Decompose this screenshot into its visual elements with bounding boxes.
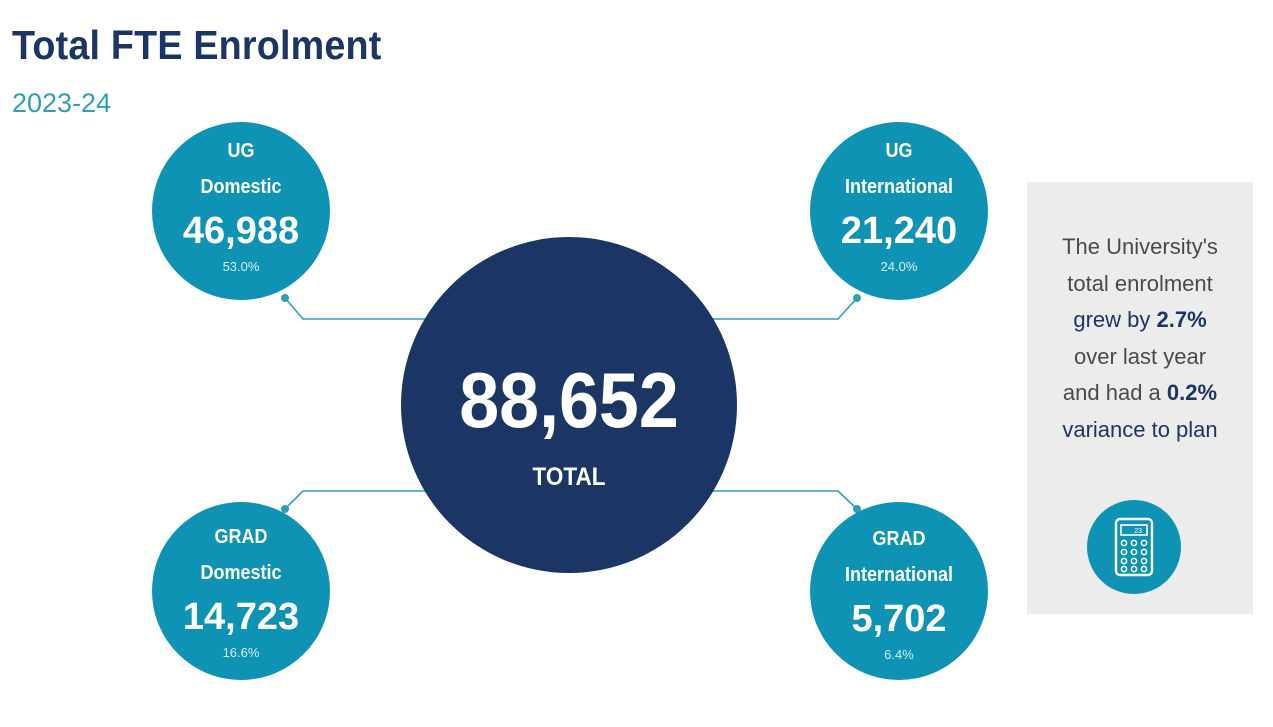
- note-variance-value: 0.2%: [1166, 380, 1218, 405]
- page-title: Total FTE Enrolment: [12, 22, 382, 68]
- bubble-label-level: GRAD: [214, 526, 268, 548]
- note-line: over last year: [1073, 343, 1207, 369]
- bubble-percent: 6.4%: [884, 647, 914, 662]
- note-line: The University's: [1062, 234, 1218, 259]
- bubble-label-type: International: [844, 176, 953, 198]
- bubble-value: 5,702: [851, 598, 947, 640]
- bubble-percent: 24.0%: [880, 259, 918, 274]
- note-line: total enrolment: [1067, 270, 1213, 296]
- bubble-label-type: International: [844, 564, 953, 586]
- bubble-value: 46,988: [182, 210, 300, 252]
- connector-grad-international: [710, 490, 858, 510]
- connector-grad-domestic: [284, 490, 430, 510]
- connector-dot-grad-domestic: [281, 505, 289, 513]
- summary-note-text: The University's total enrolment grew by…: [1027, 229, 1253, 448]
- calculator-icon: 23: [1087, 500, 1181, 594]
- note-line: variance to plan: [1062, 416, 1218, 442]
- bubble-label-type: Domestic: [200, 176, 282, 198]
- note-line-variance: and had a 0.2%: [1027, 375, 1253, 412]
- bubble-ug-domestic: UG Domestic 46,988 53.0%: [152, 122, 330, 300]
- page-subtitle: 2023-24: [12, 88, 112, 118]
- bubble-grad-international: GRAD International 5,702 6.4%: [810, 502, 988, 680]
- note-growth-prefix: grew by: [1073, 307, 1157, 332]
- bubble-label-level: UG: [885, 140, 913, 162]
- bubble-percent: 16.6%: [222, 645, 260, 660]
- note-line-growth: grew by 2.7%: [1027, 302, 1253, 339]
- bubble-label-level: UG: [227, 140, 255, 162]
- bubble-label-type: Domestic: [200, 562, 282, 584]
- total-circle: 88,652 TOTAL: [401, 237, 737, 573]
- note-growth-value: 2.7%: [1156, 307, 1207, 332]
- note-variance-prefix: and had a: [1062, 380, 1167, 405]
- calculator-display: 23: [1134, 528, 1142, 535]
- connector-dot-ug-domestic: [281, 294, 289, 302]
- total-label: TOTAL: [532, 463, 606, 491]
- bubble-label-level: GRAD: [872, 528, 926, 550]
- connector-ug-domestic: [284, 297, 430, 320]
- bubble-percent: 53.0%: [222, 259, 260, 274]
- bubble-ug-international: UG International 21,240 24.0%: [810, 122, 988, 300]
- bubble-value: 21,240: [840, 210, 958, 252]
- summary-note-panel: The University's total enrolment grew by…: [1027, 182, 1253, 614]
- bubble-value: 14,723: [182, 596, 300, 638]
- connector-ug-international: [710, 297, 858, 320]
- bubble-grad-domestic: GRAD Domestic 14,723 16.6%: [152, 502, 330, 680]
- total-value: 88,652: [459, 356, 679, 444]
- connector-dot-ug-international: [853, 294, 861, 302]
